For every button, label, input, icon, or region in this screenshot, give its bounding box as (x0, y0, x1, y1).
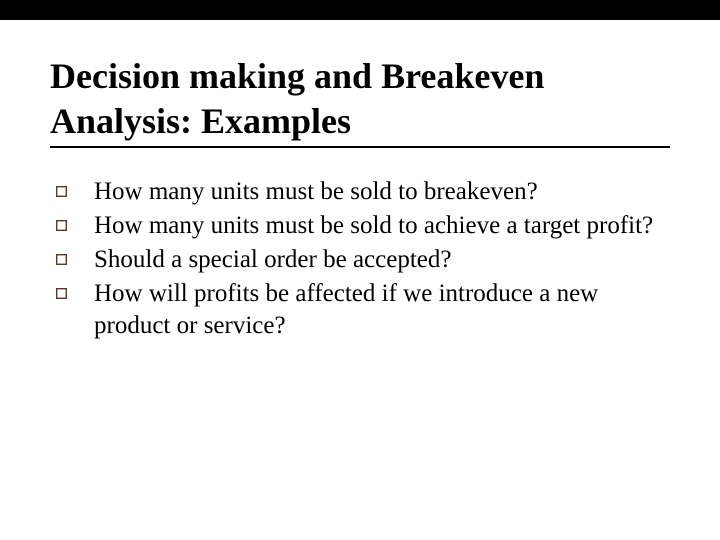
title-block: Decision making and Breakeven Analysis: … (50, 54, 670, 148)
square-bullet-icon (50, 278, 94, 299)
slide-title: Decision making and Breakeven Analysis: … (50, 54, 670, 144)
bullet-list: How many units must be sold to breakeven… (50, 176, 670, 344)
list-item: How many units must be sold to achieve a… (50, 210, 670, 242)
list-item-text: Should a special order be accepted? (94, 244, 451, 276)
list-item: Should a special order be accepted? (50, 244, 670, 276)
square-bullet-icon (50, 176, 94, 197)
list-item-text: How many units must be sold to breakeven… (94, 176, 538, 208)
list-item: How will profits be affected if we intro… (50, 278, 670, 342)
list-item-text: How will profits be affected if we intro… (94, 278, 670, 342)
square-bullet-icon (50, 210, 94, 231)
list-item-text: How many units must be sold to achieve a… (94, 210, 653, 242)
top-black-bar (0, 0, 720, 20)
square-bullet-icon (50, 244, 94, 265)
list-item: How many units must be sold to breakeven… (50, 176, 670, 208)
